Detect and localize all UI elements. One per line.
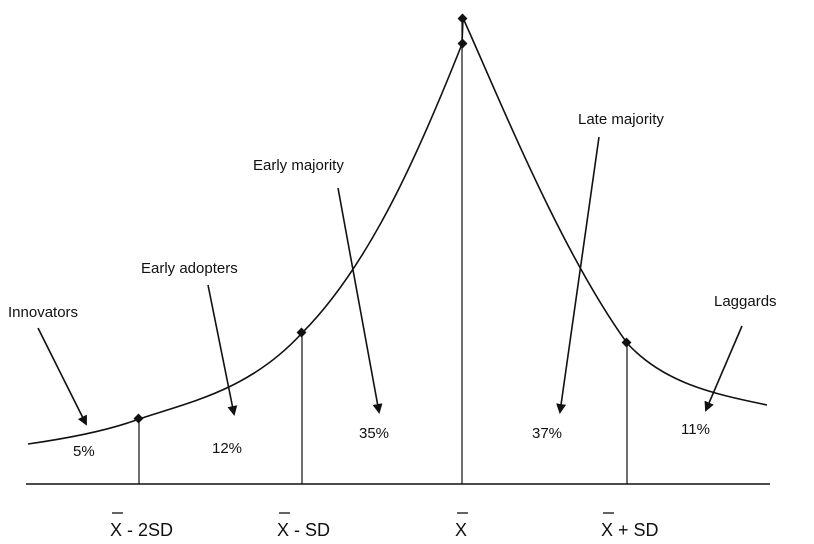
- label-innovators: Innovators: [8, 304, 78, 321]
- svg-text:X - 2SD: X - 2SD: [110, 520, 173, 540]
- axis-label-plus-sd: X + SD: [601, 512, 659, 540]
- curve-marker-minus-2sd: [133, 413, 144, 424]
- label-laggards: Laggards: [714, 293, 777, 310]
- percent-late-majority: 37%: [532, 425, 562, 442]
- percent-early-majority: 35%: [359, 425, 389, 442]
- curve-marker-minus-sd: [296, 327, 307, 338]
- percent-innovators: 5%: [73, 443, 95, 460]
- curve-marker-peak: [457, 13, 468, 24]
- svg-text:X: X: [455, 520, 467, 540]
- arrow-laggards: [704, 325, 743, 412]
- arrow-early-adopters: [207, 284, 238, 416]
- percent-early-adopters: 12%: [212, 440, 242, 457]
- curve-marker-plus-sd: [621, 337, 632, 348]
- arrow-innovators: [37, 327, 87, 426]
- curve-marker-mean: [457, 38, 468, 49]
- label-late-majority: Late majority: [578, 111, 664, 128]
- svg-text:X - SD: X - SD: [277, 520, 330, 540]
- svg-text:X + SD: X + SD: [601, 520, 659, 540]
- arrow-late-majority: [556, 136, 600, 414]
- axis-label-minus-sd: X - SD: [277, 512, 330, 540]
- arrow-early-majority: [337, 187, 383, 414]
- adoption-curve: [27, 17, 768, 445]
- axis-label-minus-2sd: X - 2SD: [110, 512, 173, 540]
- percent-laggards: 11%: [681, 421, 710, 438]
- label-early-majority: Early majority: [253, 157, 344, 174]
- label-early-adopters: Early adopters: [141, 260, 238, 277]
- axis-label-mean: X: [455, 512, 468, 540]
